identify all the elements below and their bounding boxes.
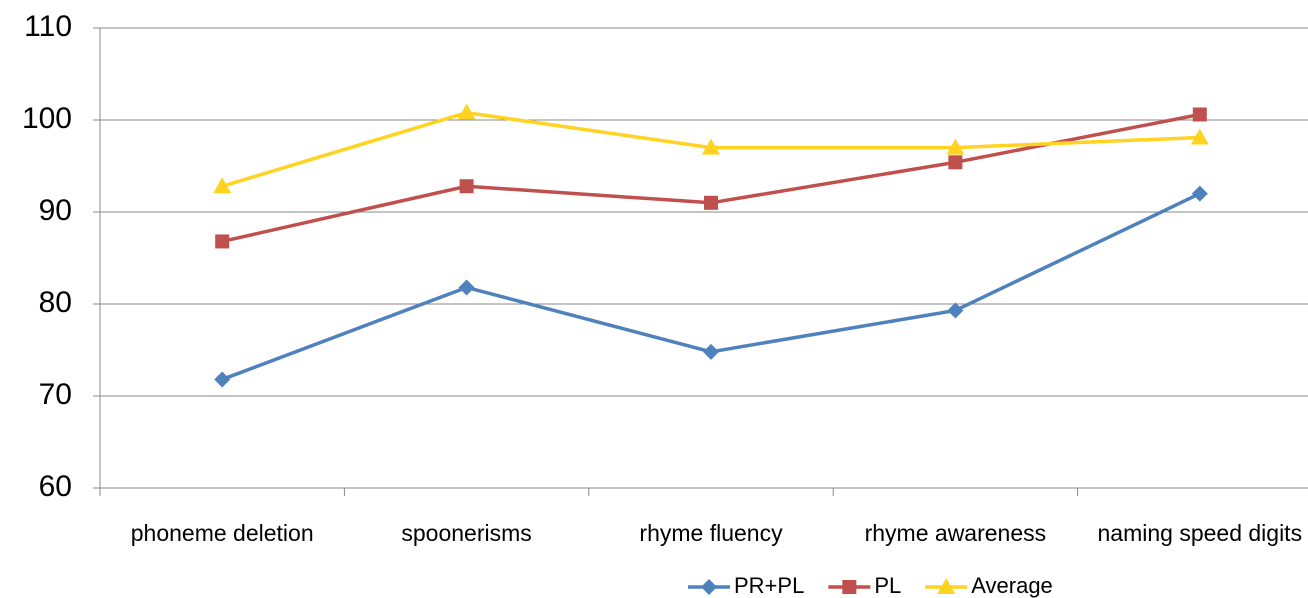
legend-label: PL (874, 573, 901, 598)
marker (214, 371, 231, 388)
y-tick-label: 60 (39, 470, 72, 503)
marker (213, 177, 232, 194)
marker (842, 580, 857, 594)
y-tick-label: 90 (39, 194, 72, 227)
marker (947, 302, 964, 319)
marker (702, 138, 720, 155)
x-tick-label: spoonerisms (401, 520, 532, 546)
marker (703, 343, 719, 360)
y-tick-label: 100 (22, 102, 72, 135)
x-tick-label: naming speed digits (1097, 520, 1303, 546)
marker (1191, 185, 1208, 202)
marker (937, 578, 956, 594)
legend-label: Average (971, 573, 1053, 598)
x-tick-label: rhyme awareness (864, 520, 1047, 546)
marker (946, 138, 965, 155)
marker (1192, 107, 1207, 122)
marker (704, 195, 718, 210)
series-line (221, 112, 1201, 244)
legend-label: PR+PL (734, 573, 804, 598)
marker (701, 579, 717, 595)
marker (457, 103, 476, 120)
marker (1190, 128, 1209, 145)
y-tick-label: 80 (39, 286, 72, 319)
x-tick-label: rhyme fluency (639, 520, 783, 546)
marker (458, 279, 475, 296)
y-tick-label: 110 (24, 10, 72, 43)
x-tick-label: phoneme deletion (130, 520, 314, 546)
marker (459, 179, 474, 194)
y-tick-label: 70 (39, 378, 72, 411)
marker (215, 234, 230, 249)
marker (948, 155, 963, 170)
